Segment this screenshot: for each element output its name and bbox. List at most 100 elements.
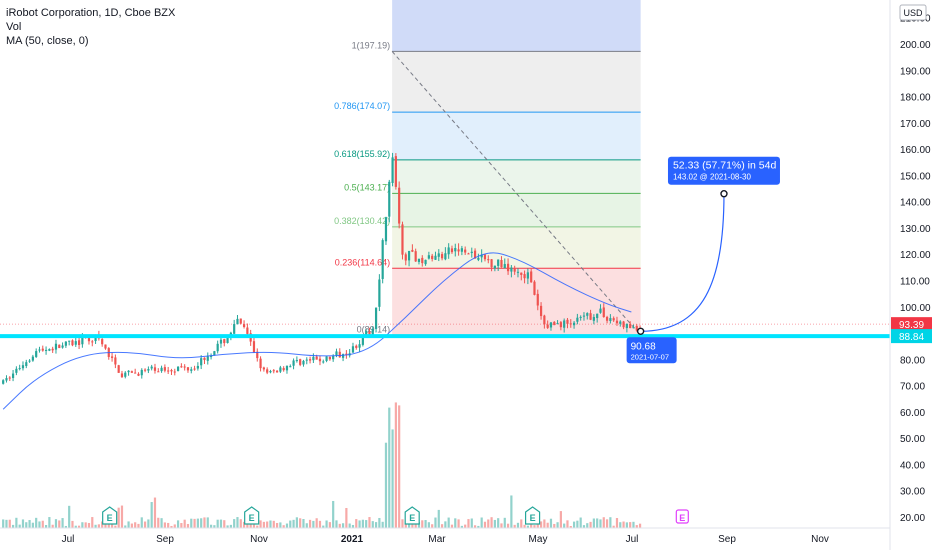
candle-body: [18, 368, 21, 370]
volume-bar: [440, 524, 444, 528]
price-tag-label-1: 88.84: [899, 332, 924, 343]
volume-bar: [193, 518, 196, 528]
volume-bar: [503, 517, 506, 528]
volume-bar: [97, 524, 100, 528]
y-tick-label: 30.00: [900, 487, 925, 498]
candle-body: [213, 351, 216, 356]
candle-body: [239, 318, 242, 324]
candle-body: [173, 371, 176, 373]
volume-bar: [444, 521, 447, 528]
legend-volume[interactable]: Vol: [6, 21, 22, 33]
fib-zone-0.382: [392, 226, 641, 269]
candle-body: [315, 356, 318, 360]
volume-bar: [454, 518, 457, 528]
volume-bar: [54, 519, 58, 528]
volume-bar: [572, 521, 576, 528]
candle-body: [520, 272, 523, 275]
volume-bar: [21, 519, 25, 528]
candle-body: [216, 343, 219, 352]
volume-bar: [632, 521, 635, 528]
volume-bar: [77, 525, 81, 528]
price-tag-1: [891, 329, 932, 344]
candle-body: [384, 217, 388, 242]
earnings-marker-label-1: E: [249, 513, 255, 523]
candle-body: [302, 360, 305, 365]
volume-bar: [239, 519, 242, 528]
volume-bar: [556, 522, 559, 528]
fib-label-0.236: 0.236(114.64): [335, 257, 390, 267]
volume-bar: [305, 523, 308, 528]
volume-bar: [510, 495, 513, 528]
candle-body: [167, 370, 170, 372]
volume-bar: [351, 524, 355, 528]
candle-body: [361, 335, 364, 345]
y-tick-label: 50.00: [900, 434, 925, 445]
candle-body: [345, 353, 348, 355]
volume-bar: [134, 522, 137, 528]
candle-body: [556, 323, 559, 325]
candle-body: [259, 358, 262, 369]
volume-bar: [15, 517, 18, 528]
candle-body: [147, 369, 150, 371]
candle-body: [124, 372, 127, 377]
x-tick-label: Mar: [428, 534, 446, 545]
volume-bar: [315, 518, 318, 528]
legend-ma[interactable]: MA (50, close, 0): [6, 35, 89, 47]
candle-body: [632, 327, 635, 329]
volume-bar: [190, 518, 193, 528]
y-tick-label: 140.00: [900, 198, 931, 209]
candle-body: [480, 254, 483, 258]
candle-body: [473, 250, 477, 259]
candle-body: [497, 259, 500, 266]
candle-body: [11, 373, 15, 378]
legend-symbol[interactable]: iRobot Corporation, 1D, Cboe BZX: [6, 7, 176, 19]
candle-body: [629, 323, 632, 329]
volume-bar: [348, 523, 351, 528]
candle-body: [530, 271, 533, 283]
candle-body: [77, 340, 81, 345]
volume-bar: [5, 519, 8, 528]
candle-body: [549, 322, 553, 328]
volume-bar: [427, 522, 430, 528]
volume-bar: [394, 402, 397, 528]
candle-body: [94, 335, 97, 342]
volume-bar: [638, 523, 642, 528]
candle-body: [378, 279, 381, 307]
candle-body: [559, 322, 562, 328]
candle-body: [193, 368, 196, 370]
volume-bar: [18, 524, 21, 528]
candle-body: [134, 372, 137, 374]
volume-bar: [431, 524, 434, 528]
candle-body: [269, 371, 272, 373]
volume-bar: [487, 519, 490, 528]
candle-body: [206, 356, 209, 361]
volume-bar: [523, 524, 526, 528]
volume-bar: [84, 522, 87, 528]
candle-body: [176, 366, 180, 372]
candle-body: [5, 378, 8, 381]
candle-body: [2, 380, 5, 384]
y-tick-label: 70.00: [900, 382, 925, 393]
projection-curve: [640, 193, 725, 332]
candle-body: [180, 366, 183, 368]
candle-body: [114, 357, 117, 365]
volume-bar: [500, 523, 503, 528]
volume-bar: [173, 524, 176, 528]
candle-body: [299, 359, 302, 365]
candle-body: [487, 259, 490, 261]
candle-body: [87, 337, 91, 342]
volume-bar: [530, 521, 533, 528]
volume-bar: [490, 517, 493, 528]
candle-body: [252, 341, 256, 353]
volume-bar: [615, 518, 619, 528]
volume-bar: [183, 519, 186, 528]
x-tick-label: Nov: [811, 534, 829, 545]
volume-bar: [497, 518, 500, 528]
x-tick-label: Sep: [156, 534, 174, 545]
volume-bar: [44, 525, 48, 528]
y-tick-label: 190.00: [900, 66, 931, 77]
candle-body: [91, 341, 94, 343]
volume-bar: [157, 517, 160, 528]
candle-body: [414, 251, 417, 262]
